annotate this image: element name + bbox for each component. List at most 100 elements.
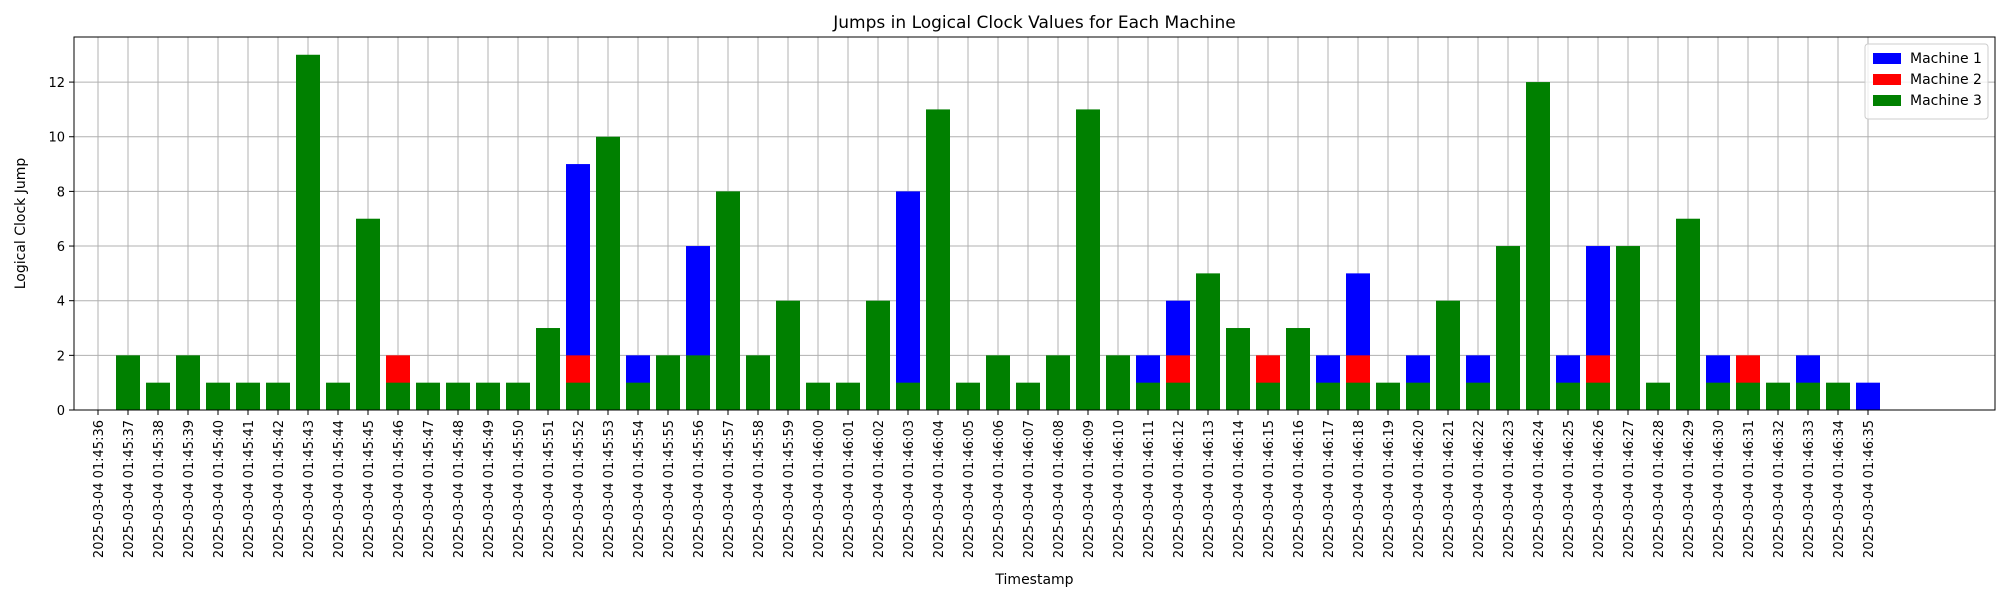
x-tick-label: 2025-03-04 01:45:36	[92, 420, 107, 558]
bar-machine-3	[806, 382, 830, 410]
x-tick-label: 2025-03-04 01:46:10	[1112, 420, 1127, 558]
bar-machine-3	[266, 382, 290, 410]
x-tick-label: 2025-03-04 01:45:53	[602, 420, 617, 558]
bar-machine-3	[1556, 382, 1580, 410]
bars	[116, 54, 1880, 411]
x-tick-label: 2025-03-04 01:45:43	[302, 420, 317, 558]
x-tick-label: 2025-03-04 01:45:59	[782, 420, 797, 558]
bar-machine-3	[446, 382, 470, 410]
x-tick-label: 2025-03-04 01:46:27	[1622, 420, 1637, 558]
x-tick-label: 2025-03-04 01:46:24	[1532, 420, 1547, 558]
bar-machine-3	[356, 218, 380, 410]
y-tick-label: 0	[57, 404, 65, 419]
x-tick-label: 2025-03-04 01:46:17	[1322, 420, 1337, 558]
bar-machine-3	[506, 382, 530, 410]
x-tick-label: 2025-03-04 01:46:08	[1052, 420, 1067, 558]
x-tick-label: 2025-03-04 01:46:06	[992, 420, 1007, 558]
bar-machine-3	[956, 382, 980, 410]
legend-label: Machine 3	[1910, 93, 1982, 109]
x-tick-label: 2025-03-04 01:45:55	[662, 420, 677, 558]
x-tick-label: 2025-03-04 01:46:05	[962, 420, 977, 558]
x-tick-label: 2025-03-04 01:46:20	[1412, 420, 1427, 558]
y-tick-label: 2	[57, 349, 65, 364]
x-tick-label: 2025-03-04 01:46:00	[812, 420, 827, 558]
bar-machine-3	[716, 191, 740, 410]
x-tick-label: 2025-03-04 01:46:01	[842, 420, 857, 558]
x-tick-label: 2025-03-04 01:45:44	[332, 420, 347, 558]
x-tick-label: 2025-03-04 01:46:07	[1022, 420, 1037, 558]
x-tick-label: 2025-03-04 01:45:47	[422, 420, 437, 558]
legend: Machine 1 Machine 2 Machine 3	[1864, 43, 1989, 120]
x-tick-label: 2025-03-04 01:46:23	[1502, 420, 1517, 558]
bar-machine-3	[1316, 382, 1340, 410]
x-axis-ticks: 2025-03-04 01:45:36 2025-03-04 01:45:37 20…	[92, 410, 1877, 558]
plot-frame	[73, 36, 1996, 411]
x-tick-label: 2025-03-04 01:45:42	[272, 420, 287, 558]
bar-machine-3	[1136, 382, 1160, 410]
x-tick-label: 2025-03-04 01:46:35	[1862, 420, 1877, 558]
bar-machine-3	[656, 355, 680, 410]
bar-machine-3	[1196, 273, 1220, 410]
bar-machine-3	[1016, 382, 1040, 410]
bar-machine-3	[926, 109, 950, 411]
y-tick-label: 10	[48, 131, 65, 146]
x-tick-label: 2025-03-04 01:46:02	[872, 420, 887, 558]
legend-swatch	[1873, 74, 1901, 85]
bar-machine-3	[326, 382, 350, 410]
x-tick-label: 2025-03-04 01:45:54	[632, 420, 647, 558]
y-tick-label: 4	[57, 295, 65, 310]
x-tick-label: 2025-03-04 01:46:19	[1382, 420, 1397, 558]
bar-machine-3	[1106, 355, 1130, 410]
x-tick-label: 2025-03-04 01:46:14	[1232, 420, 1247, 558]
x-tick-label: 2025-03-04 01:45:45	[362, 420, 377, 558]
bar-machine-3	[1256, 382, 1280, 410]
bar-machine-3	[386, 382, 410, 410]
bar-machine-3	[1826, 382, 1850, 410]
legend-swatch	[1873, 53, 1901, 64]
bar-machine-3	[1286, 328, 1310, 410]
x-axis-title: Timestamp	[994, 572, 1073, 588]
legend-swatch	[1873, 95, 1901, 106]
chart-title: Jumps in Logical Clock Values for Each M…	[832, 13, 1235, 33]
bar-machine-3	[536, 328, 560, 410]
y-tick-label: 6	[57, 240, 65, 255]
x-tick-label: 2025-03-04 01:46:28	[1652, 420, 1667, 558]
x-tick-label: 2025-03-04 01:46:12	[1172, 420, 1187, 558]
x-tick-label: 2025-03-04 01:45:58	[752, 420, 767, 558]
bar-machine-3	[1736, 382, 1760, 410]
x-tick-label: 2025-03-04 01:46:22	[1472, 420, 1487, 558]
bar-machine-3	[746, 355, 770, 410]
x-tick-label: 2025-03-04 01:45:49	[482, 420, 497, 558]
x-tick-label: 2025-03-04 01:45:50	[512, 420, 527, 558]
x-tick-label: 2025-03-04 01:46:29	[1682, 420, 1697, 558]
bar-machine-3	[1346, 382, 1370, 410]
x-tick-label: 2025-03-04 01:46:18	[1352, 420, 1367, 558]
x-tick-label: 2025-03-04 01:45:37	[122, 420, 137, 558]
bar-machine-3	[896, 382, 920, 410]
bar-machine-3	[1646, 382, 1670, 410]
legend-label: Machine 1	[1910, 51, 1982, 67]
bar-machine-3	[1676, 218, 1700, 410]
x-tick-label: 2025-03-04 01:45:46	[392, 420, 407, 558]
bar-machine-3	[116, 355, 140, 410]
bar-machine-3	[1226, 328, 1250, 410]
bar-machine-3	[1166, 382, 1190, 410]
bar-machine-3	[1406, 382, 1430, 410]
y-axis-title: Logical Clock Jump	[13, 158, 29, 290]
x-tick-label: 2025-03-04 01:46:26	[1592, 420, 1607, 558]
x-tick-label: 2025-03-04 01:46:13	[1202, 420, 1217, 558]
x-tick-label: 2025-03-04 01:46:25	[1562, 420, 1577, 558]
bar-machine-3	[416, 382, 440, 410]
y-tick-label: 8	[57, 185, 65, 200]
x-tick-label: 2025-03-04 01:46:33	[1802, 420, 1817, 558]
bar-machine-3	[836, 382, 860, 410]
bar-machine-3	[236, 382, 260, 410]
bar-machine-3	[1586, 382, 1610, 410]
x-tick-label: 2025-03-04 01:46:34	[1832, 420, 1847, 558]
x-tick-label: 2025-03-04 01:46:32	[1772, 420, 1787, 558]
x-tick-label: 2025-03-04 01:46:15	[1262, 420, 1277, 558]
x-tick-label: 2025-03-04 01:45:52	[572, 420, 587, 558]
bar-machine-3	[626, 382, 650, 410]
bar-machine-3	[1436, 300, 1460, 410]
